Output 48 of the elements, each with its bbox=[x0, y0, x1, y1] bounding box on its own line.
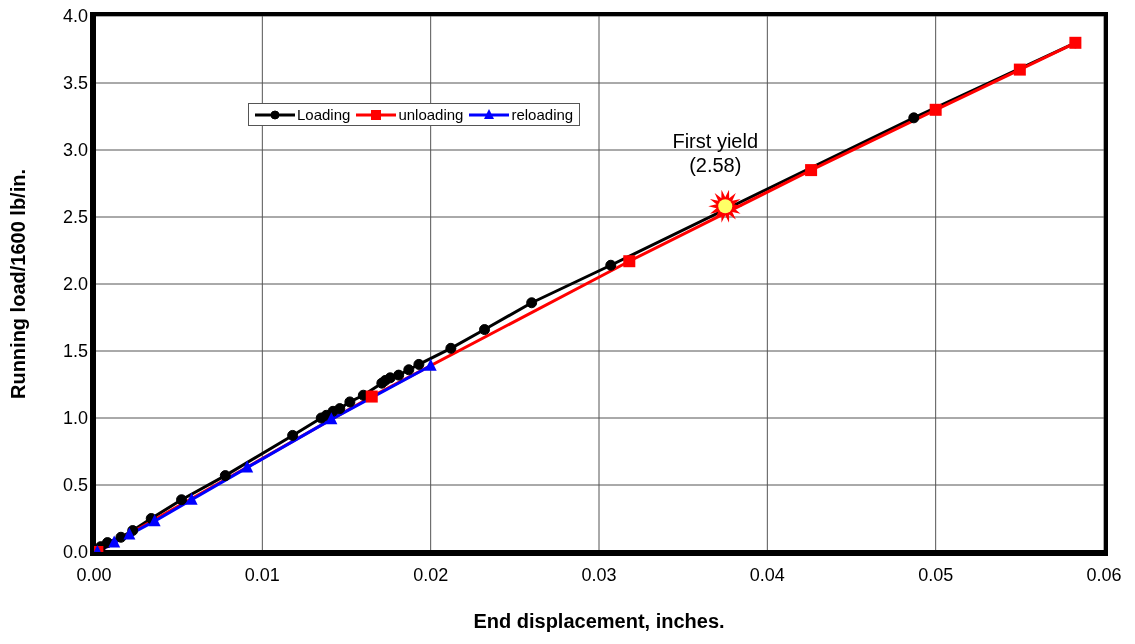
y-tick-label: 4.0 bbox=[62, 6, 88, 27]
point bbox=[148, 514, 161, 527]
y-axis-title: Running load/1600 lb/in. bbox=[7, 168, 30, 400]
x-tick-label: 0.03 bbox=[581, 564, 617, 585]
y-tick-label: 0.0 bbox=[62, 542, 88, 563]
point bbox=[929, 103, 942, 116]
y-tick-label: 2.5 bbox=[62, 207, 88, 228]
x-tick-label: 0.04 bbox=[749, 564, 785, 585]
point bbox=[1013, 63, 1026, 76]
point bbox=[403, 364, 415, 376]
y-tick-label: 3.0 bbox=[62, 140, 88, 161]
point bbox=[185, 492, 198, 505]
point bbox=[123, 527, 136, 540]
x-tick-label: 0.02 bbox=[413, 564, 449, 585]
y-tick-label: 3.5 bbox=[62, 73, 88, 94]
point bbox=[393, 369, 405, 381]
legend-label: reloading bbox=[511, 106, 574, 123]
point bbox=[445, 342, 457, 354]
x-tick-label: 0.01 bbox=[244, 564, 280, 585]
point bbox=[325, 412, 338, 425]
point bbox=[176, 494, 188, 506]
y-tick-label: 0.5 bbox=[62, 475, 88, 496]
point bbox=[365, 390, 378, 403]
y-tick-label: 1.0 bbox=[62, 408, 88, 429]
point bbox=[623, 255, 636, 268]
point bbox=[219, 470, 231, 482]
point bbox=[526, 297, 538, 309]
point bbox=[805, 164, 818, 177]
y-tick-label: 2.0 bbox=[62, 274, 88, 295]
point bbox=[344, 396, 356, 408]
x-tick-label: 0.00 bbox=[76, 564, 112, 585]
x-tick-label: 0.06 bbox=[1086, 564, 1122, 585]
point bbox=[605, 259, 617, 271]
x-axis-title: End displacement, inches. bbox=[473, 610, 725, 632]
legend-label: unloading bbox=[398, 106, 464, 123]
point bbox=[334, 403, 346, 415]
point bbox=[108, 535, 121, 548]
y-tick-label: 1.5 bbox=[62, 341, 88, 362]
point bbox=[241, 460, 254, 473]
point bbox=[384, 372, 396, 384]
point bbox=[287, 429, 299, 441]
point bbox=[908, 112, 920, 124]
point bbox=[424, 358, 437, 371]
point bbox=[413, 358, 425, 370]
point bbox=[479, 324, 491, 336]
annotation: First yield (2.58) bbox=[672, 130, 759, 177]
legend-label: Loading bbox=[297, 106, 351, 123]
x-tick-label: 0.05 bbox=[918, 564, 954, 585]
